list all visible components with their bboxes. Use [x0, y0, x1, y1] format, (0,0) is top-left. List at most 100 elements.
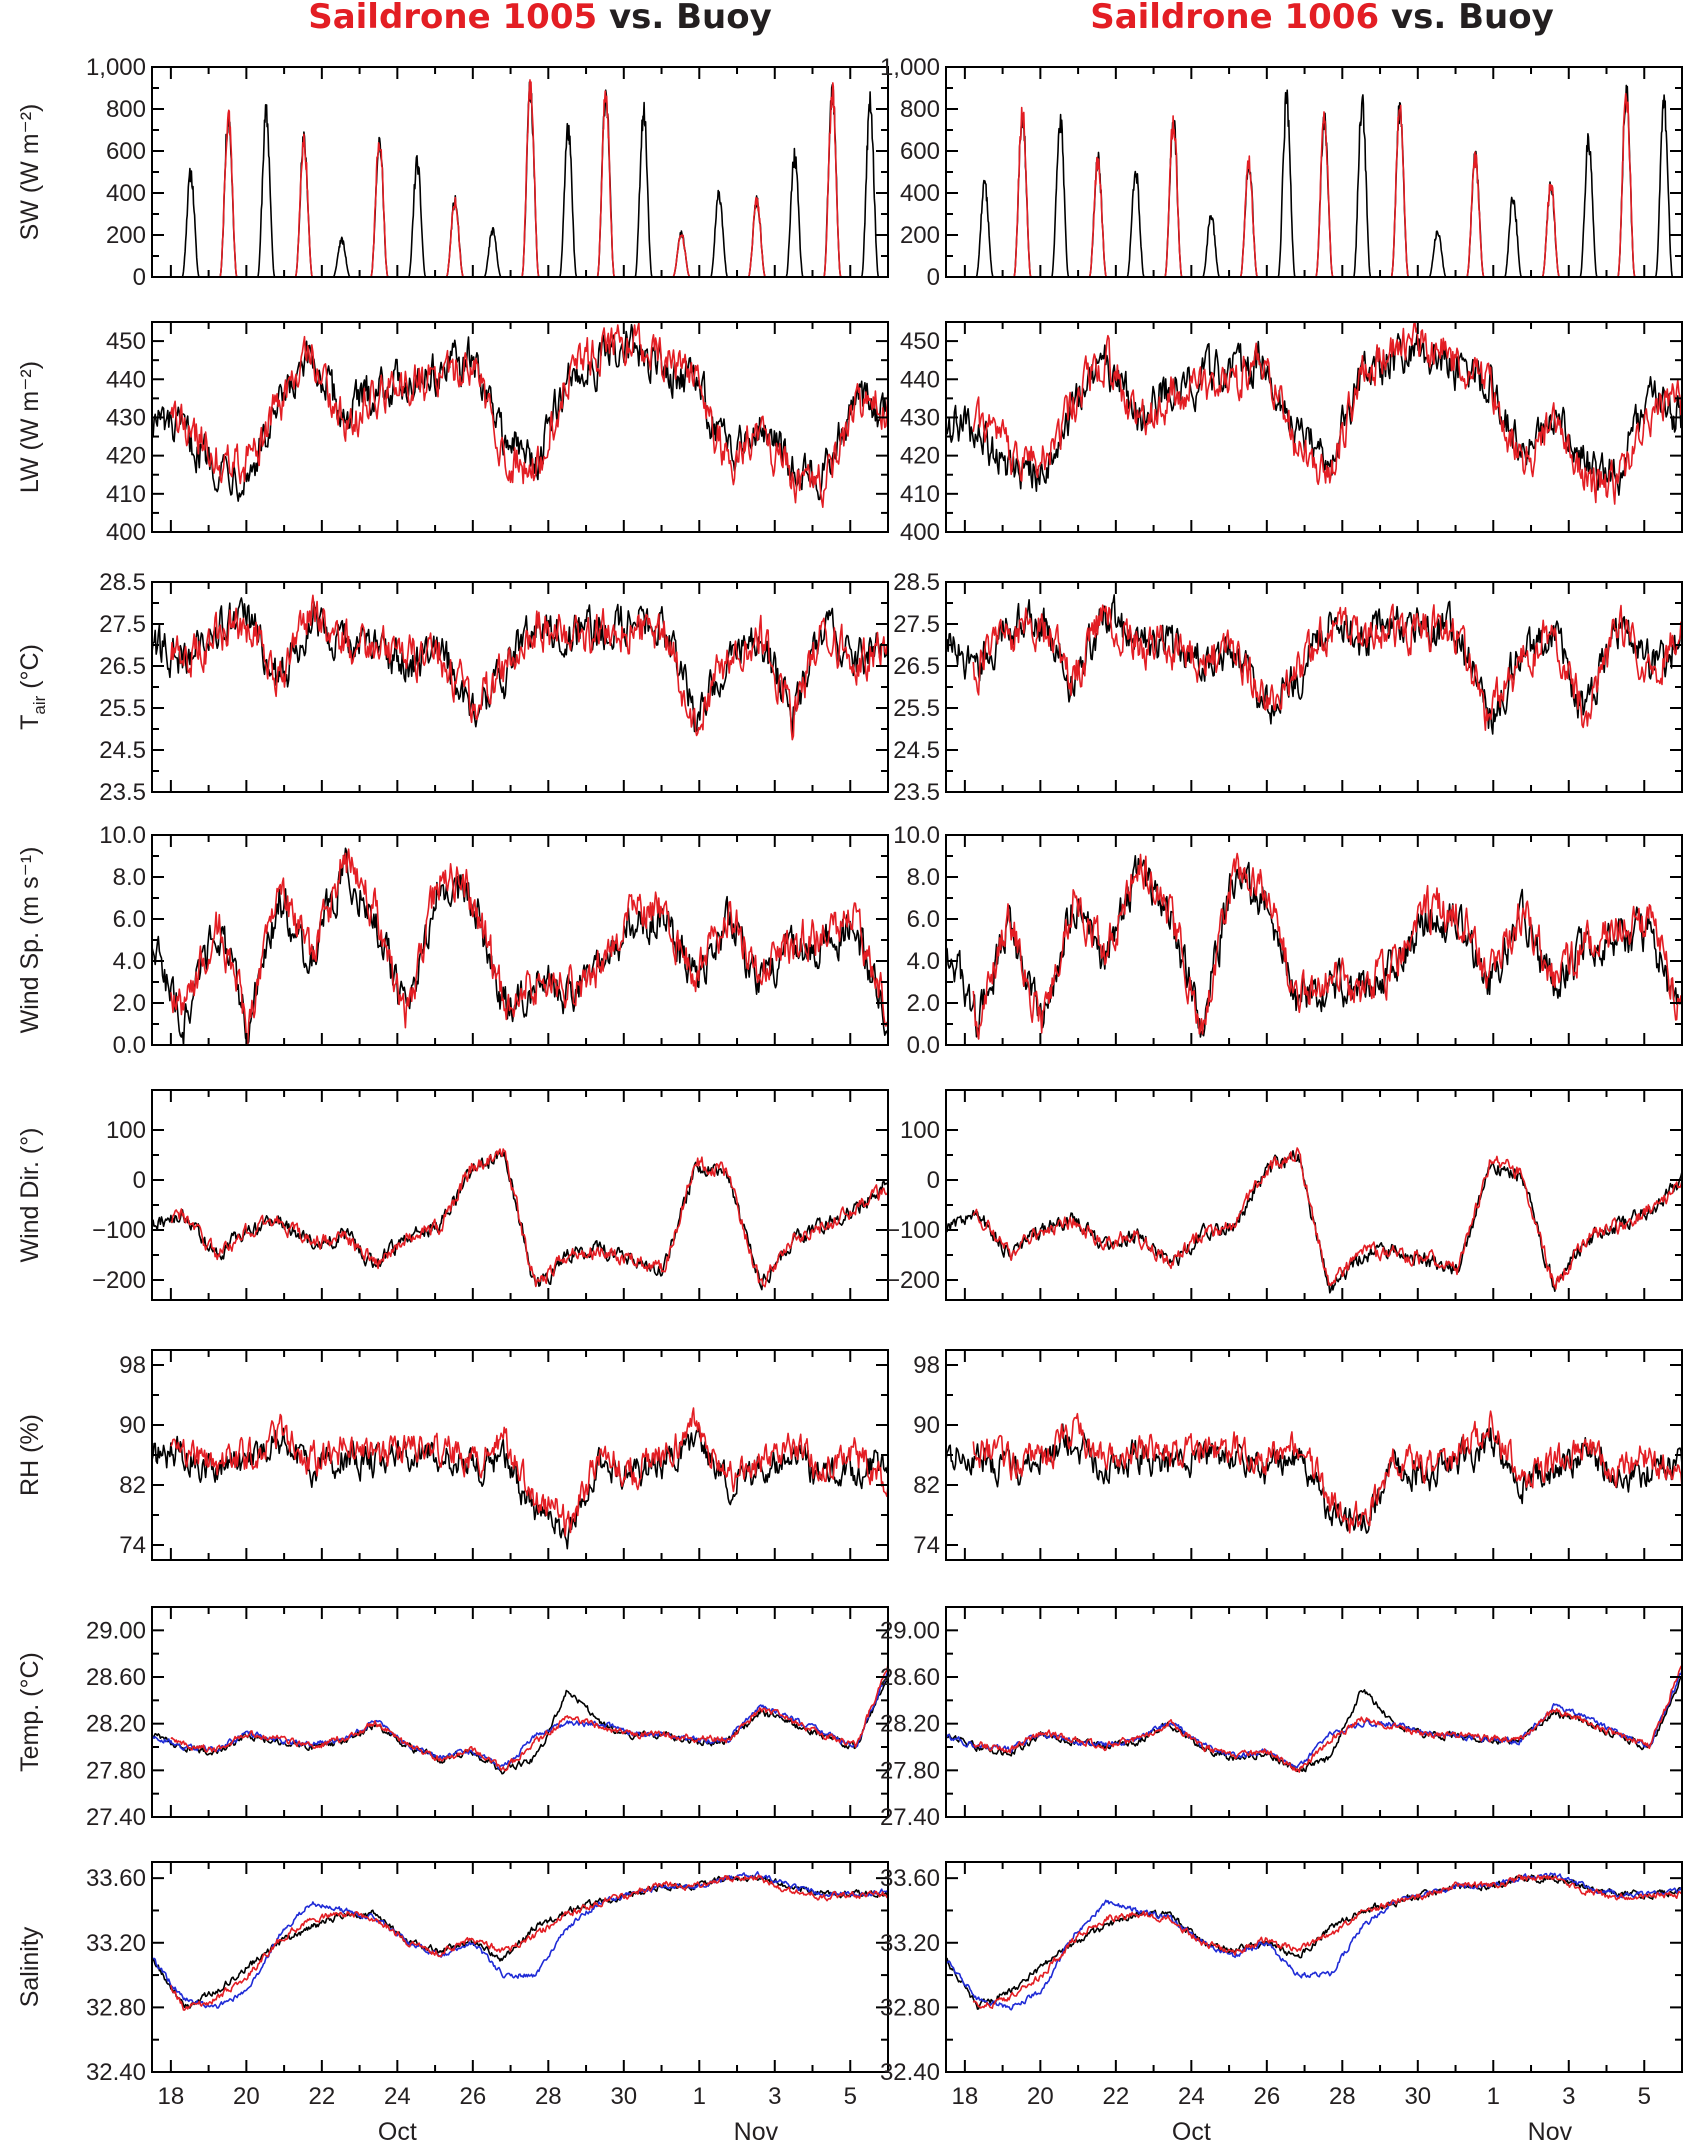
y-tick-label: 27.40: [86, 1804, 146, 1831]
plot-frame: [945, 1861, 1683, 2073]
x-tick-label: 3: [768, 2083, 781, 2110]
plot-frame: [151, 1861, 889, 2073]
y-tick-label: 0.0: [907, 1032, 940, 1059]
series-buoy-tair-sd1005: [152, 597, 888, 736]
y-axis-label-main: Temp. (°C): [16, 1652, 44, 1772]
y-tick-label: 430: [900, 404, 940, 431]
series-saildrone-temp-sd1005: [170, 1664, 888, 1772]
y-axis-label: SW (W m⁻²): [16, 104, 44, 241]
series-buoy-tair-sd1006: [946, 594, 1682, 735]
y-tick-label: 0: [927, 264, 940, 291]
y-tick-label: 1,000: [880, 54, 940, 81]
x-tick-label: 5: [1638, 2083, 1651, 2110]
y-tick-label: 4.0: [907, 948, 940, 975]
y-tick-label: 410: [900, 481, 940, 508]
y-tick-label: 400: [900, 519, 940, 546]
y-axis-label: Tair (°C): [16, 644, 49, 730]
y-tick-label: 4.0: [113, 948, 146, 975]
y-axis-label-main: Salinity: [16, 1926, 44, 2007]
plot-frame: [151, 581, 889, 793]
series-buoy-temp-sd1006: [946, 1676, 1682, 1773]
y-tick-label: 27.80: [880, 1757, 940, 1784]
y-tick-label: 28.60: [86, 1664, 146, 1691]
y-tick-label: 26.5: [99, 653, 146, 680]
y-tick-label: 28.5: [99, 569, 146, 596]
x-tick-label: 22: [308, 2083, 335, 2110]
panel-sw-sd1006: 0 200 400 600 800 1,000: [880, 54, 1683, 291]
y-tick-label: 82: [913, 1472, 940, 1499]
y-tick-label: 33.60: [880, 1865, 940, 1892]
y-tick-label: 1,000: [86, 54, 146, 81]
y-axis-label-main: T: [16, 715, 44, 730]
y-tick-label: 6.0: [907, 906, 940, 933]
y-tick-label: 400: [106, 180, 146, 207]
y-tick-label: 82: [119, 1472, 146, 1499]
y-tick-label: 24.5: [99, 737, 146, 764]
y-tick-label: 32.80: [880, 1994, 940, 2021]
y-tick-label: 440: [106, 366, 146, 393]
x-month-label: Nov: [1528, 2118, 1573, 2146]
y-tick-label: 27.5: [99, 611, 146, 638]
series-blue-temp-sd1005: [152, 1671, 888, 1770]
y-tick-label: 800: [106, 96, 146, 123]
y-tick-label: 0: [133, 1167, 146, 1194]
y-axis-label-main: RH (%): [16, 1414, 44, 1496]
y-tick-label: 0: [927, 1167, 940, 1194]
y-tick-label: 29.00: [880, 1617, 940, 1644]
plot-frame: [945, 834, 1683, 1046]
series-buoy-lw-sd1005: [152, 323, 888, 502]
x-month-label: Oct: [1172, 2118, 1211, 2146]
y-tick-label: 90: [913, 1412, 940, 1439]
series-saildrone-rh-sd1005: [170, 1407, 888, 1537]
y-axis-label: RH (%): [16, 1414, 44, 1496]
x-tick-label: 28: [1329, 2083, 1356, 2110]
y-tick-label: 98: [119, 1352, 146, 1379]
x-tick-label: 24: [1178, 2083, 1205, 2110]
panel-rh-sd1005: 74 82 90 98 RH (%): [16, 1349, 889, 1561]
panel-salinity-sd1006: 32.40 32.80 33.20 33.60 18 20 22 24 26 28 30 1 3 5 Oct…: [880, 1861, 1683, 2146]
plot-frame: [151, 1606, 889, 1818]
y-tick-label: 2.0: [113, 990, 146, 1017]
y-axis-label-main: LW (W m⁻²): [16, 361, 44, 493]
y-tick-label: 32.40: [86, 2059, 146, 2086]
y-tick-label: 440: [900, 366, 940, 393]
x-tick-label: 24: [384, 2083, 411, 2110]
y-tick-label: 2.0: [907, 990, 940, 1017]
x-tick-label: 18: [158, 2083, 185, 2110]
y-tick-label: 600: [106, 138, 146, 165]
plot-frame: [945, 1089, 1683, 1301]
y-tick-label: 33.20: [86, 1930, 146, 1957]
title-left-platform: Saildrone 1005: [308, 0, 597, 37]
y-tick-label: 74: [913, 1532, 940, 1559]
y-tick-label: 26.5: [893, 653, 940, 680]
y-tick-label: 410: [106, 481, 146, 508]
y-tick-label: 8.0: [113, 864, 146, 891]
y-axis-label: Salinity: [16, 1926, 44, 2007]
plot-frame: [151, 834, 889, 1046]
title-right: Saildrone 1006 vs. Buoy: [1090, 0, 1554, 37]
y-tick-label: 430: [106, 404, 146, 431]
series-saildrone-salinity-sd1006: [972, 1874, 1682, 2009]
y-tick-label: 90: [119, 1412, 146, 1439]
plot-frame: [945, 1606, 1683, 1818]
y-tick-label: 100: [106, 1117, 146, 1144]
x-tick-label: 1: [693, 2083, 706, 2110]
y-tick-label: 0: [133, 264, 146, 291]
y-tick-label: 28.5: [893, 569, 940, 596]
y-tick-label: 29.00: [86, 1617, 146, 1644]
y-tick-label: 200: [106, 222, 146, 249]
y-tick-label: −200: [92, 1267, 146, 1294]
panel-lw-sd1005: 400 410 420 430 440 450 LW (W m⁻²): [16, 321, 889, 546]
y-tick-label: 10.0: [893, 822, 940, 849]
y-tick-label: 27.80: [86, 1757, 146, 1784]
y-axis-label: LW (W m⁻²): [16, 361, 44, 493]
panel-wind_speed-sd1005: 0.0 2.0 4.0 6.0 8.0 10.0 Wind Sp. (m s⁻¹): [16, 822, 889, 1059]
x-tick-label: 20: [1027, 2083, 1054, 2110]
y-tick-label: 98: [913, 1352, 940, 1379]
y-tick-label: 0.0: [113, 1032, 146, 1059]
y-axis-label-main: Wind Dir. (°): [16, 1128, 44, 1263]
x-tick-label: 30: [610, 2083, 637, 2110]
y-axis-label-main: SW (W m⁻²): [16, 104, 44, 241]
y-axis-label-unit: (°C): [16, 644, 44, 696]
series-buoy-salinity-sd1005: [152, 1874, 888, 2009]
